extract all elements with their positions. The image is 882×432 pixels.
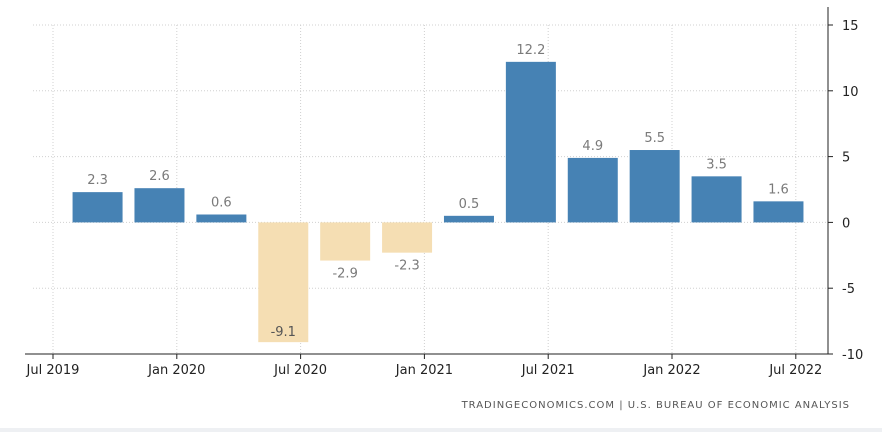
x-tick-label: Jul 2019 xyxy=(26,363,80,378)
bar xyxy=(567,157,618,223)
x-tick-label: Jul 2021 xyxy=(521,363,575,378)
bar xyxy=(443,215,494,223)
bar xyxy=(629,150,680,223)
source-agency: U.S. BUREAU OF ECONOMIC ANALYSIS xyxy=(627,400,850,411)
bar-value-label: 0.5 xyxy=(459,197,480,212)
bar-value-label: 12.2 xyxy=(516,43,545,58)
bar xyxy=(196,214,247,223)
bar-value-label: 4.9 xyxy=(582,139,603,154)
source-site: TRADINGECONOMICS.COM xyxy=(461,400,616,411)
x-tick-label: Jan 2020 xyxy=(147,363,205,378)
y-tick-label: 0 xyxy=(842,216,850,231)
bar xyxy=(320,222,371,261)
bar-value-label: 5.5 xyxy=(644,131,665,146)
source-credit: TRADINGECONOMICS.COM | U.S. BUREAU OF EC… xyxy=(462,400,850,411)
y-tick-label: 10 xyxy=(842,85,859,100)
y-tick-label: -5 xyxy=(842,282,855,297)
bar xyxy=(691,176,742,223)
bar-value-label: -2.3 xyxy=(394,259,419,274)
bar-value-label: 3.5 xyxy=(706,157,727,172)
bar xyxy=(753,201,804,223)
bar-value-label: 0.6 xyxy=(211,196,232,211)
x-tick-label: Jul 2022 xyxy=(768,363,822,378)
y-tick-label: 5 xyxy=(842,151,850,166)
bar-value-label: 2.6 xyxy=(149,169,170,184)
x-tick-label: Jul 2020 xyxy=(273,363,327,378)
x-tick-label: Jan 2021 xyxy=(395,363,453,378)
source-separator: | xyxy=(619,400,624,411)
bar xyxy=(258,222,309,343)
bar xyxy=(134,188,185,223)
bar-value-label: -2.9 xyxy=(332,267,357,282)
bottom-rule xyxy=(0,428,882,432)
bar xyxy=(382,222,433,253)
bar-value-label: 2.3 xyxy=(87,173,108,188)
x-tick-label: Jan 2022 xyxy=(642,363,700,378)
bar-chart: 2.3 2.6 0.6 -9.1 -2.9 -2.3 0.5 12.2 4.9 5.5 3.5 1.6… xyxy=(25,7,863,378)
bar xyxy=(72,192,123,223)
bar-value-label: -9.1 xyxy=(271,325,296,340)
y-tick-label: 15 xyxy=(842,19,859,34)
y-tick-label: -10 xyxy=(842,348,863,363)
bar-value-label: 1.6 xyxy=(768,182,789,197)
bar xyxy=(505,61,556,223)
